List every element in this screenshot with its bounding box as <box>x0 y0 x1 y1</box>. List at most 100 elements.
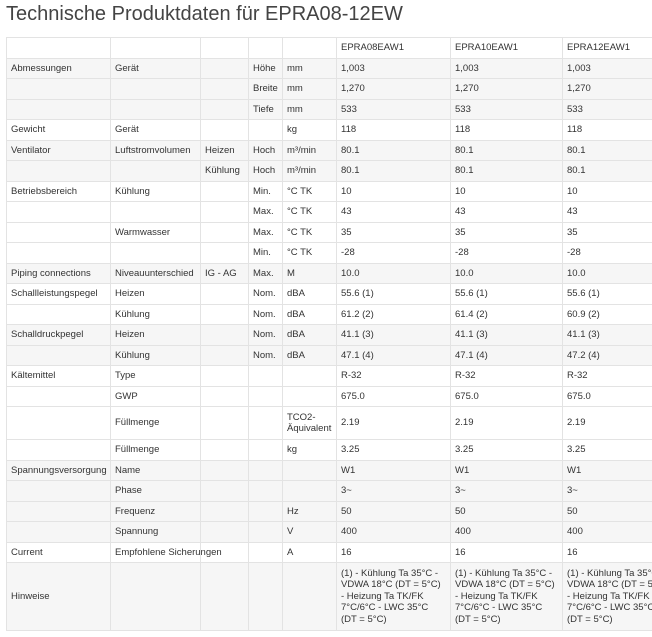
table-cell <box>200 57 249 79</box>
table-cell: Min. <box>248 180 283 202</box>
table-row: Max. °C TK 43 43 43 <box>6 201 652 223</box>
table-cell: Nom. <box>248 283 283 305</box>
table-container: EPRA08EAW1 EPRA10EAW1 EPRA12EAW1 Abmessunge… <box>6 37 652 637</box>
table-cell <box>248 541 283 563</box>
table-cell: Breite <box>248 78 283 100</box>
table-cell: Höhe <box>248 57 283 79</box>
table-row: Ventilator Luftstromvolumen Heizen Hoch m³/m… <box>6 139 652 161</box>
table-cell: 55.6 (1) <box>450 283 563 305</box>
table-cell: Kältemittel <box>6 365 111 387</box>
table-cell <box>248 500 283 522</box>
table-cell: 16 <box>450 541 563 563</box>
table-cell <box>6 521 111 543</box>
table-cell: 1,003 <box>336 57 451 79</box>
table-cell: R-32 <box>450 365 563 387</box>
table-cell <box>248 562 283 631</box>
table-cell: Luftstromvolumen <box>110 139 201 161</box>
table-cell <box>110 98 201 120</box>
table-row: Schallleistungspegel Heizen Nom. dBA 55.6 (1… <box>6 283 652 305</box>
table-cell: Name <box>110 459 201 481</box>
table-cell <box>282 480 337 502</box>
table-cell <box>6 303 111 325</box>
table-cell: 3.25 <box>450 439 563 461</box>
table-cell: Betriebsbereich <box>6 180 111 202</box>
table-row: Füllmenge kg 3.25 3.25 3.25 <box>6 439 652 461</box>
table-cell: Füllmenge <box>110 406 201 440</box>
page-title: Technische Produktdaten für EPRA08-12EW <box>6 3 403 25</box>
table-row: Schalldruckpegel Heizen Nom. dBA 41.1 (3) 41.… <box>6 324 652 346</box>
table-cell: m³/min <box>282 139 337 161</box>
table-cell <box>200 385 249 407</box>
table-cell <box>6 37 111 59</box>
table-cell <box>6 242 111 264</box>
table-cell: 118 <box>450 119 563 141</box>
table-cell: Heizen <box>110 324 201 346</box>
table-cell: 118 <box>336 119 451 141</box>
table-cell <box>6 78 111 100</box>
table-cell: 118 <box>562 119 652 141</box>
spec-table: EPRA08EAW1 EPRA10EAW1 EPRA12EAW1 Abmessunge… <box>6 37 652 631</box>
table-cell <box>200 201 249 223</box>
table-cell: Gerät <box>110 119 201 141</box>
table-cell: R-32 <box>336 365 451 387</box>
table-cell: 35 <box>450 221 563 243</box>
table-row: Frequenz Hz 50 50 50 <box>6 500 652 522</box>
table-cell <box>200 303 249 325</box>
table-row: Abmessungen Gerät Höhe mm 1,003 1,003 1,003 <box>6 57 652 79</box>
table-cell <box>110 37 201 59</box>
table-row: Kältemittel Type R-32 R-32 R-32 <box>6 365 652 387</box>
table-cell: 400 <box>336 521 451 543</box>
table-cell: Kühlung <box>110 303 201 325</box>
table-cell: °C TK <box>282 221 337 243</box>
table-cell <box>200 344 249 366</box>
table-cell: Spannungsversorgung <box>6 459 111 481</box>
table-cell: Type <box>110 365 201 387</box>
table-cell: dBA <box>282 324 337 346</box>
table-cell: 2.19 <box>562 406 652 440</box>
table-cell: 50 <box>562 500 652 522</box>
table-cell: 41.1 (3) <box>562 324 652 346</box>
table-cell: Niveauunterschied <box>110 262 201 284</box>
table-cell: 61.4 (2) <box>450 303 563 325</box>
table-cell <box>110 78 201 100</box>
table-cell: 400 <box>450 521 563 543</box>
table-row: Hinweise (1) - Kühlung Ta 35°C - VDWA 18°… <box>6 562 652 631</box>
table-cell: 60.9 (2) <box>562 303 652 325</box>
table-cell: IG - AG <box>200 262 249 284</box>
table-cell <box>282 562 337 631</box>
table-cell: 43 <box>562 201 652 223</box>
table-cell: 61.2 (2) <box>336 303 451 325</box>
table-cell: 3~ <box>336 480 451 502</box>
table-cell: 3~ <box>450 480 563 502</box>
table-cell <box>6 201 111 223</box>
table-cell: Min. <box>248 242 283 264</box>
table-cell: Spannung <box>110 521 201 543</box>
table-cell <box>282 37 337 59</box>
table-row: EPRA08EAW1 EPRA10EAW1 EPRA12EAW1 <box>6 37 652 59</box>
table-cell: Gerät <box>110 57 201 79</box>
table-cell: W1 <box>450 459 563 481</box>
table-cell <box>248 480 283 502</box>
table-cell <box>6 385 111 407</box>
table-cell: 675.0 <box>562 385 652 407</box>
table-cell: 10.0 <box>562 262 652 284</box>
table-cell: 50 <box>336 500 451 522</box>
table-cell: mm <box>282 78 337 100</box>
table-cell: 533 <box>336 98 451 120</box>
table-cell: kg <box>282 439 337 461</box>
table-cell <box>110 242 201 264</box>
table-cell: Füllmenge <box>110 439 201 461</box>
table-cell: Hz <box>282 500 337 522</box>
table-cell: 41.1 (3) <box>450 324 563 346</box>
table-cell: 80.1 <box>450 139 563 161</box>
table-cell: W1 <box>562 459 652 481</box>
table-cell <box>200 500 249 522</box>
table-cell: 80.1 <box>336 139 451 161</box>
table-cell: 80.1 <box>450 160 563 182</box>
table-row: Tiefe mm 533 533 533 <box>6 98 652 120</box>
table-cell: EPRA10EAW1 <box>450 37 563 59</box>
table-cell: Hoch <box>248 160 283 182</box>
table-cell <box>200 365 249 387</box>
table-cell: 400 <box>562 521 652 543</box>
table-row: Min. °C TK -28 -28 -28 <box>6 242 652 264</box>
